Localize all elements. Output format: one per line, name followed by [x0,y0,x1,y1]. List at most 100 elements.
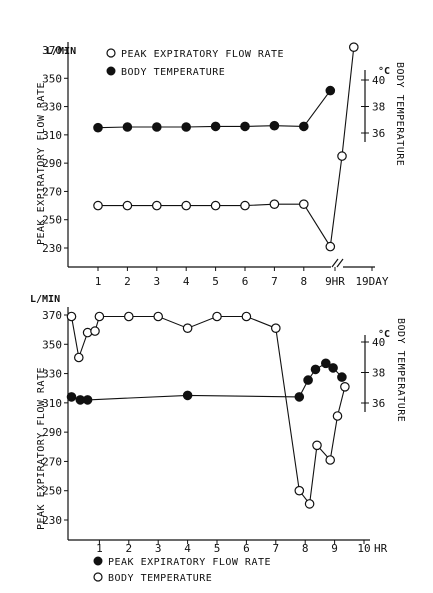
top-legend-open-marker [106,48,116,58]
top-right-tick-label: 38 [372,101,385,114]
top-x-tick-label: 8 [300,275,307,288]
bottom-filled-point [337,372,347,382]
top-filled-point [152,122,162,132]
top-chart: L/MIN PEAK EXPIRATORY FLOW RATE 230 250 27… [36,42,405,288]
top-legend-label-1: PEAK EXPIRATORY FLOW RATE [121,49,284,60]
bottom-left-tick-label: 250 [42,485,62,498]
top-left-tick-label: 330 [42,101,62,114]
bottom-legend-label-2: BODY TEMPERATURE [108,573,212,584]
top-right-tick-label: 36 [372,127,385,140]
top-filled-point [122,122,133,132]
bottom-right-axis-label: BODY TEMPERATURE [395,318,406,422]
top-right-tick-label: 40 [372,74,385,87]
bottom-filled-point [303,375,313,385]
top-filled-point [93,122,103,133]
top-axis-break-mark [331,258,339,268]
bottom-left-unit: L/MIN [30,294,60,305]
bottom-open-point [74,352,84,363]
top-open-point [348,42,359,52]
top-left-tick-label: 270 [42,185,62,198]
top-filled-point [240,121,250,132]
bottom-open-point [304,499,315,509]
bottom-left-tick-label: 350 [42,338,62,351]
bottom-open-point [66,311,77,322]
top-left-axis-label: PEAK EXPIRATORY FLOW RATE [36,82,47,245]
bottom-left-axis-label: PEAK EXPIRATORY FLOW RATE [36,367,47,530]
bottom-legend-open-marker [93,572,103,582]
bottom-open-point [325,455,335,465]
top-open-point [325,241,336,252]
bottom-open-point [241,311,252,322]
bottom-series-markers [66,311,350,509]
bottom-left-tick-label: 370 [42,309,62,322]
top-series-markers [93,42,359,252]
bottom-open-point [340,381,350,392]
top-open-point [122,200,133,211]
top-left-tick-label: 350 [42,72,62,85]
bottom-right-ticks: 36 38 40 [361,335,385,412]
bottom-x-tick-label: 8 [302,542,309,555]
bottom-x-unit: HR [374,542,388,555]
top-right-ticks: 36 38 40 [361,70,385,142]
bottom-filled-point [294,392,305,402]
bottom-x-tick-label: 4 [184,542,191,555]
bottom-right-unit: °C [378,329,390,340]
top-x-tick-label: 4 [183,275,190,288]
top-left-tick-label: 370 [42,44,62,57]
top-left-unit: L/MIN [46,46,76,57]
top-x-tick-label: 5 [212,275,219,288]
bottom-open-point [212,311,222,322]
bottom-filled-point [66,392,77,402]
top-filled-point [325,85,336,96]
top-left-tick-label: 290 [42,157,62,170]
bottom-x-ticks: 1 2 3 4 5 6 7 8 9 10 [68,539,371,555]
top-open-point [152,200,162,211]
bottom-left-tick-label: 230 [42,514,62,527]
top-open-point [181,200,191,211]
top-open-point [93,200,103,211]
top-x-tick-label: 19DAY [355,275,388,288]
bottom-right-tick-label: 38 [372,367,385,380]
bottom-open-point [153,311,163,322]
top-open-point [298,199,309,209]
top-filled-point [210,121,221,132]
bottom-legend-label-1: PEAK EXPIRATORY FLOW RATE [108,557,271,568]
top-left-tick-label: 250 [42,214,62,227]
top-x-tick-label: 7 [271,275,278,288]
bottom-right-tick-label: 40 [372,336,385,349]
bottom-x-tick-label: 7 [272,542,279,555]
top-right-axis-label: BODY TEMPERATURE [394,62,405,166]
top-left-tick-label: 310 [42,129,62,142]
bottom-x-tick-label: 9 [331,542,338,555]
top-filled-point [269,120,280,131]
bottom-right-tick-label: 36 [372,397,385,410]
top-x-tick-label: 6 [242,275,249,288]
bottom-filled-point [328,363,338,373]
top-open-point [337,151,347,161]
top-legend-label-2: BODY TEMPERATURE [121,67,225,78]
top-legend-filled-marker [106,66,116,76]
bottom-open-point [90,326,100,336]
bottom-open-point [312,440,322,451]
bottom-left-tick-label: 270 [42,455,62,468]
bottom-left-tick-label: 330 [42,368,62,381]
bottom-filled-point [182,390,193,401]
top-right-unit: °C [378,66,390,77]
bottom-open-point [294,485,305,496]
top-filled-point [181,122,191,132]
bottom-chart: L/MIN PEAK EXPIRATORY FLOW RATE 23025027… [30,294,406,584]
bottom-filled-point [320,358,331,369]
bottom-x-tick-label: 1 [96,542,103,555]
bottom-series-line-1 [70,315,346,506]
bottom-x-tick-label: 10 [357,542,370,555]
bottom-x-tick-label: 2 [125,542,132,555]
top-left-tick-label: 230 [42,242,62,255]
top-x-tick-label: 3 [153,275,160,288]
bottom-filled-point [310,364,321,375]
bottom-x-tick-label: 3 [155,542,162,555]
bottom-series-lines [70,315,346,506]
top-x-tick-label: 9HR [325,275,345,288]
bottom-legend-filled-marker [93,556,103,566]
top-x-ticks: 1 2 3 4 5 6 7 8 9HR 19DAY [68,266,389,288]
